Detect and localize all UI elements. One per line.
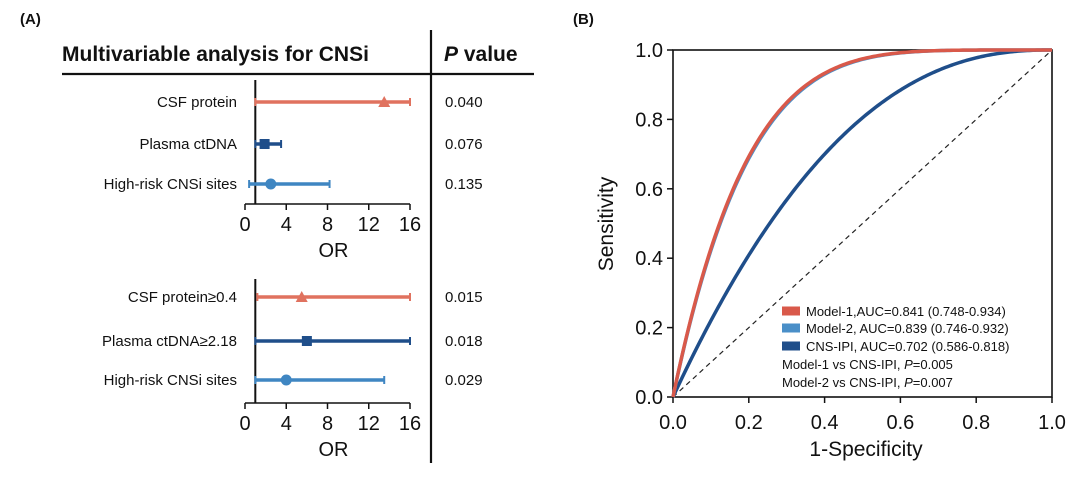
forest-row: Plasma ctDNA 0.076	[139, 136, 482, 153]
legend-entry-2: Model-2, AUC=0.839 (0.746-0.932)	[806, 321, 1009, 336]
forest-x-tick-label: 16	[399, 413, 421, 435]
annotation-text: Model-1 vs CNS-IPI,	[782, 357, 904, 372]
forest-row-label: CSF protein≥0.4	[128, 289, 237, 306]
annotation-value: =0.007	[913, 375, 953, 390]
forest-row-label: CSF protein	[157, 94, 237, 111]
forest-x-tick-label: 16	[399, 214, 421, 236]
legend-swatch-2	[782, 323, 800, 333]
roc-curve-series-1	[671, 48, 1052, 398]
forest-title: Multivariable analysis for CNSi	[62, 43, 369, 66]
forest-x-tick-label: 12	[358, 413, 380, 435]
roc-x-tick-label: 0.8	[962, 412, 990, 434]
forest-x-tick-label: 0	[239, 214, 250, 236]
annotation-text: Model-2 vs CNS-IPI,	[782, 375, 904, 390]
forest-row-label: High-risk CNSi sites	[104, 176, 237, 193]
roc-y-tick-label: 0.6	[635, 179, 663, 201]
roc-x-tick-label: 1.0	[1038, 412, 1066, 434]
roc-legend: Model-1,AUC=0.841 (0.748-0.934) Model-2, …	[782, 304, 1009, 390]
forest-group-2: 0 4 8 12 16 OR CSF protein≥0.4 0.015 Plasma ctDN…	[102, 279, 483, 461]
panel-a-label: (A)	[20, 11, 41, 28]
forest-point-square	[301, 336, 312, 346]
forest-row: Plasma ctDNA≥2.18 0.018	[102, 333, 483, 350]
forest-row-label: Plasma ctDNA	[139, 136, 237, 153]
roc-chance-diagonal	[672, 49, 1053, 398]
roc-y-axis-label: Sensitivity	[595, 176, 618, 271]
roc-curve-series-3	[671, 48, 1052, 398]
roc-annotation-1: Model-1 vs CNS-IPI, P=0.005	[782, 357, 953, 372]
forest-row: High-risk CNSi sites 0.135	[104, 176, 483, 193]
forest-x-tick-label: 0	[239, 413, 250, 435]
forest-x-tick-label: 8	[322, 413, 333, 435]
roc-frame	[672, 49, 1053, 398]
legend-swatch-1	[782, 306, 800, 316]
forest-x-tick-label: 4	[281, 214, 292, 236]
roc-x-tick-label: 0.6	[886, 412, 914, 434]
pvalue-header: P value	[444, 43, 518, 66]
roc-y-tick-label: 0.4	[635, 248, 663, 270]
legend-entry-3: CNS-IPI, AUC=0.702 (0.586-0.818)	[806, 339, 1009, 354]
forest-row-label: High-risk CNSi sites	[104, 372, 237, 389]
forest-row-pvalue: 0.029	[445, 372, 483, 389]
forest-group-1: 0 4 8 12 16 OR CSF protein 0.040 Plasma ctDNA 0.0…	[104, 80, 483, 262]
forest-point-triangle	[378, 96, 391, 107]
pvalue-header-rest: value	[458, 43, 518, 66]
roc-x-tick-label: 0.0	[659, 412, 687, 434]
forest-row-label: Plasma ctDNA≥2.18	[102, 333, 237, 350]
pvalue-header-p: P	[444, 43, 459, 66]
forest-x-tick-label: 4	[281, 413, 292, 435]
forest-point-square	[259, 139, 270, 149]
forest-point-circle	[280, 374, 292, 386]
roc-annotation-2: Model-2 vs CNS-IPI, P=0.007	[782, 375, 953, 390]
forest-row-pvalue: 0.018	[445, 333, 483, 350]
annotation-p-symbol: P	[904, 357, 913, 372]
forest-row-pvalue: 0.015	[445, 289, 483, 306]
roc-plot: 0.0 0.2 0.4 0.6 0.8 1.0 0.0 0.2 0.4 0.6 0.8 1.0	[635, 40, 1066, 434]
panel-b-label: (B)	[573, 11, 594, 28]
roc-x-tick-label: 0.2	[735, 412, 763, 434]
roc-y-tick-label: 0.2	[635, 318, 663, 340]
annotation-p-symbol: P	[904, 375, 913, 390]
legend-entry-1: Model-1,AUC=0.841 (0.748-0.934)	[806, 304, 1006, 319]
forest-plots: 0 4 8 12 16 OR CSF protein 0.040 Plasma ctDNA 0.0…	[102, 80, 483, 461]
roc-x-tick-label: 0.4	[811, 412, 839, 434]
forest-row: CSF protein 0.040	[157, 94, 483, 111]
roc-y-tick-label: 0.8	[635, 109, 663, 131]
roc-x-axis-label: 1-Specificity	[809, 438, 923, 461]
forest-point-triangle	[295, 291, 308, 302]
legend-swatch-3	[782, 341, 800, 351]
annotation-value: =0.005	[913, 357, 953, 372]
forest-row: CSF protein≥0.4 0.015	[128, 289, 483, 306]
forest-point-circle	[265, 178, 277, 190]
roc-y-tick-label: 1.0	[635, 40, 663, 62]
forest-row-pvalue: 0.135	[445, 176, 483, 193]
forest-row-pvalue: 0.040	[445, 94, 483, 111]
forest-x-axis-label: OR	[319, 439, 349, 461]
forest-x-axis-label: OR	[319, 240, 349, 262]
forest-x-tick-label: 8	[322, 214, 333, 236]
roc-y-tick-label: 0.0	[635, 387, 663, 409]
forest-x-tick-label: 12	[358, 214, 380, 236]
forest-row: High-risk CNSi sites 0.029	[104, 372, 483, 389]
forest-row-pvalue: 0.076	[445, 136, 483, 153]
